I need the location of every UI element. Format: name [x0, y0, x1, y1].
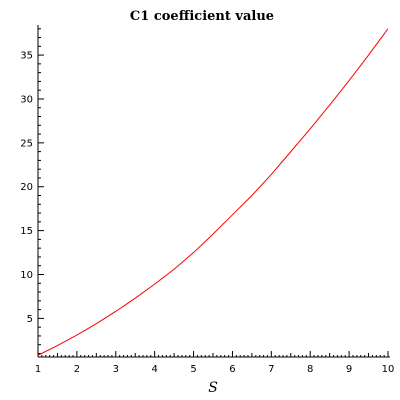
x-tick-label: 1 — [35, 364, 41, 375]
y-tick-label: 15 — [20, 226, 33, 237]
y-tick-label: 10 — [20, 270, 33, 281]
x-axis-label: S — [208, 380, 218, 396]
series — [37, 28, 389, 356]
ticks — [37, 28, 389, 357]
x-tick-label: 5 — [190, 364, 196, 375]
chart-title: C1 coefficient value — [130, 9, 274, 24]
x-tick-label: 3 — [113, 364, 119, 375]
x-tick-label: 2 — [74, 364, 80, 375]
y-tick-label: 20 — [20, 182, 33, 193]
x-tick-label: 8 — [307, 364, 313, 375]
axes — [37, 25, 390, 358]
y-tick-label: 35 — [20, 51, 33, 62]
y-tick-label: 25 — [20, 138, 33, 149]
x-tick-label: 4 — [151, 364, 157, 375]
x-tick-label: 6 — [229, 364, 235, 375]
x-tick-label: 9 — [346, 364, 352, 375]
tick-labels: 1 2 3 4 5 6 7 8 9 10 5 10 15 20 25 30 35 — [20, 51, 394, 375]
y-tick-label: 30 — [20, 94, 33, 105]
x-tick-label: 7 — [268, 364, 274, 375]
series-line-1 — [37, 28, 389, 356]
x-tick-label: 10 — [382, 364, 395, 375]
y-tick-label: 5 — [27, 314, 33, 325]
